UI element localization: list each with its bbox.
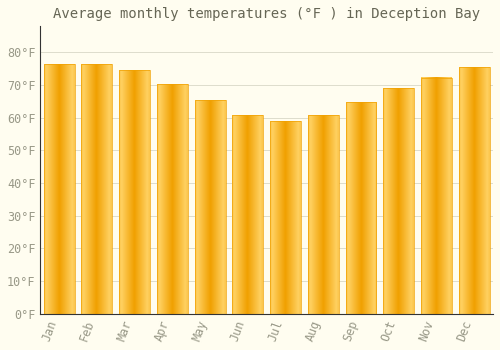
Bar bbox=[421, 78, 452, 314]
Bar bbox=[270, 121, 301, 314]
Title: Average monthly temperatures (°F ) in Deception Bay: Average monthly temperatures (°F ) in De… bbox=[53, 7, 480, 21]
Bar bbox=[194, 100, 226, 314]
Bar bbox=[232, 116, 264, 314]
Bar bbox=[44, 64, 74, 314]
Bar bbox=[346, 102, 376, 314]
Bar bbox=[82, 64, 112, 314]
Bar bbox=[308, 116, 338, 314]
Bar bbox=[458, 67, 490, 314]
Bar bbox=[119, 70, 150, 314]
Bar bbox=[157, 84, 188, 314]
Bar bbox=[384, 88, 414, 314]
